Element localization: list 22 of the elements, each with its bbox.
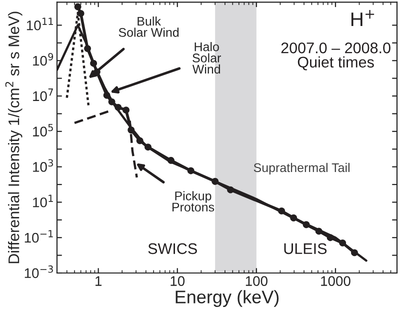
annotation: Halo Solar Wind (192, 42, 221, 74)
y-tick-label: 10$^{3}$ (33, 159, 53, 172)
annotation: ULEIS (284, 243, 327, 254)
y-tick-label: 10$^{11}$ (26, 18, 53, 30)
y-tick-label: 10$^{1}$ (33, 194, 53, 208)
annotation: SWICS (148, 243, 197, 254)
annotation: Pickup Protons (172, 191, 214, 212)
x-tick-label: 1 (96, 276, 102, 286)
y-axis-title: Differential Intensity 1/(cm$^{2}$ sr s MeV) (5, 12, 22, 264)
x-tick-label: 100 (246, 276, 268, 286)
y-tick-label: 10$^{−3}$ (24, 265, 53, 278)
annotation: 2007.0 – 2008.0 Quiet times (281, 42, 390, 70)
annotation: H$^{+}$ (351, 10, 374, 26)
y-tick-label: 10$^{7}$ (33, 88, 53, 102)
x-tick-label: 1000 (321, 276, 350, 286)
y-tick-label: 10$^{5}$ (33, 124, 53, 136)
x-axis-title: Energy (keV) (176, 290, 279, 307)
annotation: Suprathermal Tail (254, 162, 350, 175)
y-tick-label: 10$^{−1}$ (24, 230, 53, 243)
x-tick-label: 10 (170, 276, 185, 286)
y-tick-label: 10$^{9}$ (33, 53, 54, 66)
annotation: Bulk Solar Wind (118, 16, 179, 37)
